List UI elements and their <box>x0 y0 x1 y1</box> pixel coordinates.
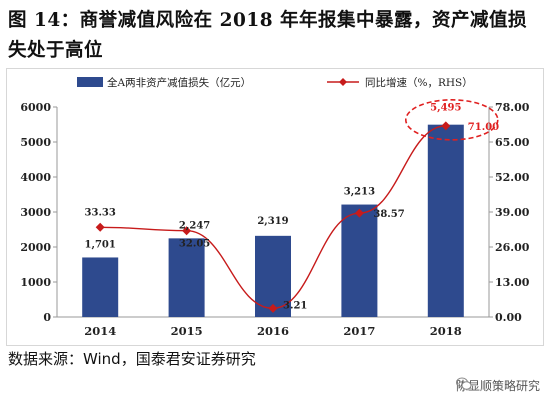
x-tick-label: 2017 <box>343 324 375 338</box>
wechat-icon <box>455 377 472 390</box>
bar-value-label: 5,495 <box>430 103 461 114</box>
left-tick-label: 6000 <box>20 101 51 114</box>
line-value-label: 32.05 <box>179 239 210 250</box>
left-tick-label: 5000 <box>20 136 51 149</box>
growth-line <box>100 125 446 310</box>
legend-label-line: 同比增速（%，RHS） <box>365 76 473 89</box>
x-tick-label: 2015 <box>171 324 203 338</box>
right-tick-label: 65.00 <box>495 136 530 149</box>
chart-canvas: 全A两非资产减值损失（亿元） 同比增速（%，RHS） 0 1000 2000 3000 40… <box>20 76 530 338</box>
figure-title: 图 14：商誉减值风险在 2018 年年报集中暴露，资产减值损失处于高位 <box>8 10 528 61</box>
right-tick-label: 0.00 <box>495 311 522 324</box>
bar-value-label: 2,247 <box>179 220 210 231</box>
line-value-label: 38.57 <box>373 209 404 220</box>
source-note: 数据来源：Wind，国泰君安证券研究 <box>8 350 256 368</box>
bar-value-label: 1,701 <box>85 239 116 250</box>
watermark: 陈显顺策略研究 <box>455 377 540 394</box>
line-point-2015 <box>182 226 192 236</box>
right-tick-label: 78.00 <box>495 101 530 114</box>
right-tick-label: 26.00 <box>495 241 530 254</box>
legend-marker-line <box>339 78 347 86</box>
bar-2014 <box>82 257 119 317</box>
highlight-ellipse-2018 <box>404 99 499 141</box>
right-tick-label: 52.00 <box>495 171 530 184</box>
right-tick-label: 39.00 <box>495 206 530 219</box>
left-tick-label: 3000 <box>20 206 51 219</box>
legend-label-bar: 全A两非资产减值损失（亿元） <box>107 76 251 89</box>
left-tick-label: 4000 <box>20 171 51 184</box>
right-tick-label: 13.00 <box>495 276 530 289</box>
watermark-text: 陈显顺策略研究 <box>455 379 540 393</box>
left-tick-label: 2000 <box>20 241 51 254</box>
line-point-2014 <box>95 222 105 232</box>
bar-2016 <box>255 235 291 317</box>
x-tick-label: 2016 <box>257 324 289 338</box>
line-value-label: 3.21 <box>283 300 307 311</box>
bar-2018 <box>427 124 464 317</box>
line-point-2017 <box>354 208 364 218</box>
chart-frame: 全A两非资产减值损失（亿元） 同比增速（%，RHS） 0 1000 2000 3000 40… <box>6 68 544 346</box>
line-value-label: 33.33 <box>85 207 116 218</box>
bar-2017 <box>341 204 378 317</box>
legend-swatch-bar <box>77 77 103 87</box>
x-tick-label: 2014 <box>84 324 116 338</box>
line-value-label: 71.00 <box>468 122 499 133</box>
line-point-2016 <box>268 303 278 313</box>
bar-value-label: 3,213 <box>344 187 375 198</box>
x-tick-label: 2018 <box>430 324 462 338</box>
bar-value-label: 2,319 <box>257 216 288 227</box>
bar-2015 <box>168 238 205 317</box>
line-point-2018 <box>441 121 451 131</box>
left-tick-label: 1000 <box>20 276 51 289</box>
left-tick-label: 0 <box>43 311 51 324</box>
